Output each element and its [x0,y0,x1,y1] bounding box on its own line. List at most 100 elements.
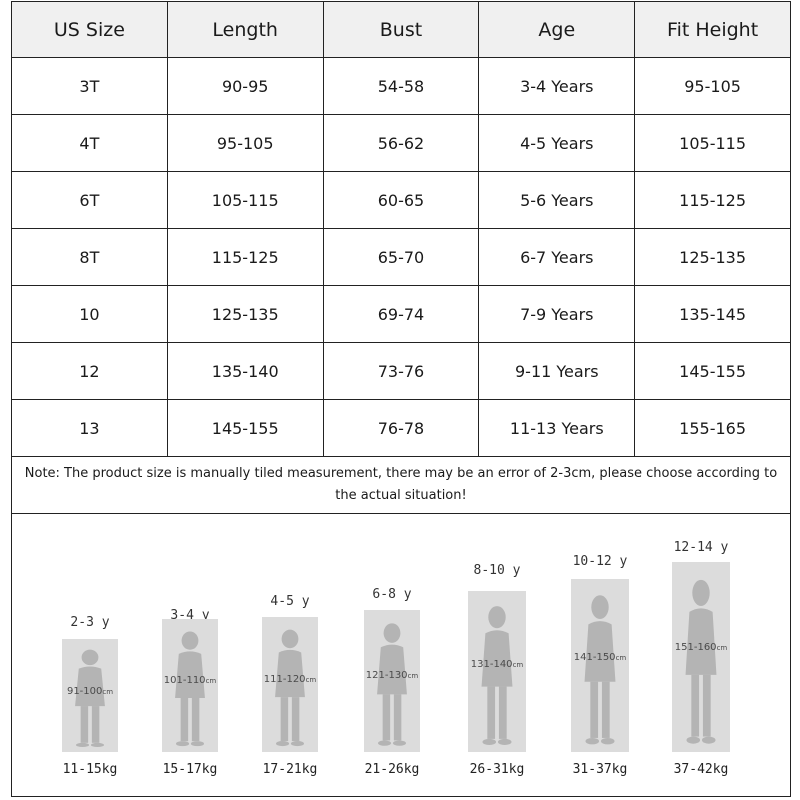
cell-bust: 54-58 [322,57,480,115]
cell-length: 115-125 [166,228,324,286]
kid-silhouette-panel [571,579,629,752]
kid-height-label: 141-150cm [565,652,635,663]
table-row: 6T 105-115 60-65 5-6 Years 115-125 [11,171,791,229]
cell-length: 145-155 [166,399,324,457]
kid-figure: 4-5 y 111-120cm 17-21kg [262,514,318,796]
kid-figure: 8-10 y 131-140cm 26-31kg [468,514,526,796]
kid-height-label: 91-100cm [56,686,124,697]
table-body: 3T 90-95 54-58 3-4 Years 95-105 4T 95-105 56-62… [11,57,791,457]
kid-figure: 12-14 y 151-160cm 37-42kg [672,514,730,796]
kid-silhouette-panel [262,617,318,752]
cell-us-size: 13 [11,399,168,457]
kid-silhouette-panel [672,562,730,752]
header-age: Age [478,1,636,58]
cell-bust: 56-62 [322,114,480,172]
cell-us-size: 6T [11,171,168,229]
header-length: Length [166,1,324,58]
kid-figure: 6-8 y 121-130cm 21-26kg [364,514,420,796]
child-silhouette-icon [685,579,717,744]
cell-fit-height: 145-155 [634,342,791,400]
kid-silhouette-panel [62,639,118,752]
kids-height-chart: 2-3 y 91-100cm 11-15kg 3-4 y 101-110cm 15-17k… [11,513,791,797]
table-row: 13 145-155 76-78 11-13 Years 155-165 [11,399,791,457]
child-silhouette-icon [75,649,105,748]
kid-height-unit: cm [205,676,217,685]
cell-bust: 76-78 [322,399,480,457]
kid-height-label: 131-140cm [462,659,532,670]
kid-height-label: 111-120cm [256,674,324,685]
cell-bust: 69-74 [322,285,480,343]
kid-height-value: 131-140 [470,658,513,670]
child-silhouette-icon [377,623,407,746]
size-table: US Size Length Bust Age Fit Height 3T 90-… [11,1,791,457]
kid-weight-label: 37-42kg [673,762,729,777]
table-row: 8T 115-125 65-70 6-7 Years 125-135 [11,228,791,286]
kid-weight-label: 21-26kg [364,762,420,777]
cell-age: 6-7 Years [478,228,636,286]
cell-age: 9-11 Years [478,342,636,400]
cell-age: 3-4 Years [478,57,636,115]
cell-us-size: 4T [11,114,168,172]
kid-height-unit: cm [615,653,627,662]
kid-height-value: 91-100 [66,686,103,698]
cell-fit-height: 115-125 [634,171,791,229]
child-silhouette-icon [175,631,205,747]
kid-weight-label: 17-21kg [262,762,318,777]
child-silhouette-icon [275,629,305,747]
cell-length: 105-115 [166,171,324,229]
cell-age: 5-6 Years [478,171,636,229]
cell-fit-height: 95-105 [634,57,791,115]
cell-fit-height: 155-165 [634,399,791,457]
kid-silhouette-panel [162,619,218,752]
child-silhouette-icon [584,595,616,745]
kid-height-value: 121-130 [365,669,408,681]
cell-fit-height: 125-135 [634,228,791,286]
child-silhouette-icon [481,606,513,745]
cell-us-size: 12 [11,342,168,400]
kid-age-label: 2-3 y [70,615,110,630]
kid-height-unit: cm [716,643,728,652]
kid-weight-label: 15-17kg [162,762,218,777]
kid-height-value: 101-110 [163,674,206,686]
cell-bust: 60-65 [322,171,480,229]
kid-weight-label: 26-31kg [469,762,525,777]
cell-fit-height: 105-115 [634,114,791,172]
cell-bust: 73-76 [322,342,480,400]
cell-length: 90-95 [166,57,324,115]
cell-us-size: 3T [11,57,168,115]
cell-age: 4-5 Years [478,114,636,172]
kid-age-label: 10-12 y [572,554,628,569]
kid-height-unit: cm [407,671,419,680]
kid-height-label: 151-160cm [666,642,736,653]
table-row: 12 135-140 73-76 9-11 Years 145-155 [11,342,791,400]
kid-figure: 2-3 y 91-100cm 11-15kg [62,514,118,796]
kid-height-value: 151-160 [674,641,717,653]
kid-height-value: 141-150 [573,651,616,663]
kid-figure: 10-12 y 141-150cm 31-37kg [571,514,629,796]
header-bust: Bust [322,1,480,58]
header-us-size: US Size [11,1,168,58]
kid-height-label: 121-130cm [358,670,426,681]
kid-age-label: 12-14 y [673,540,729,555]
kid-age-label: 4-5 y [270,594,310,609]
kid-silhouette-panel [468,591,526,752]
table-row: 10 125-135 69-74 7-9 Years 135-145 [11,285,791,343]
kid-height-label: 101-110cm [156,675,224,686]
kid-age-label: 6-8 y [372,587,412,602]
table-header-row: US Size Length Bust Age Fit Height [11,1,791,58]
header-fit-height: Fit Height [634,1,791,58]
table-row: 4T 95-105 56-62 4-5 Years 105-115 [11,114,791,172]
cell-age: 7-9 Years [478,285,636,343]
cell-us-size: 10 [11,285,168,343]
cell-age: 11-13 Years [478,399,636,457]
cell-length: 95-105 [166,114,324,172]
kid-height-unit: cm [102,688,114,697]
cell-fit-height: 135-145 [634,285,791,343]
cell-length: 125-135 [166,285,324,343]
cell-bust: 65-70 [322,228,480,286]
kid-weight-label: 31-37kg [572,762,628,777]
cell-us-size: 8T [11,228,168,286]
kid-weight-label: 11-15kg [62,762,118,777]
kid-height-unit: cm [512,660,524,669]
size-note: Note: The product size is manually tiled… [11,456,791,514]
